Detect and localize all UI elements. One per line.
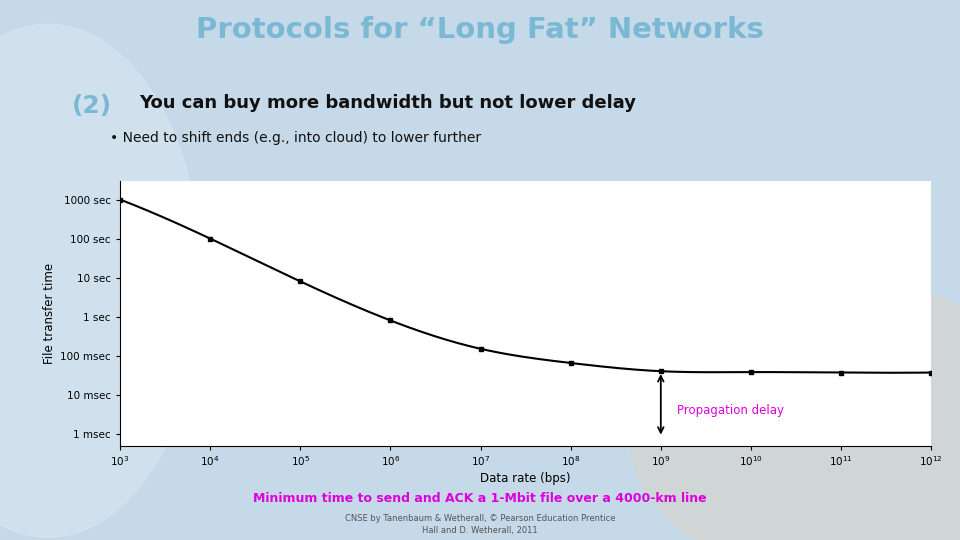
Y-axis label: File transfer time: File transfer time xyxy=(43,262,57,364)
Text: • Need to shift ends (e.g., into cloud) to lower further: • Need to shift ends (e.g., into cloud) … xyxy=(110,131,482,145)
Text: Propagation delay: Propagation delay xyxy=(677,404,783,417)
X-axis label: Data rate (bps): Data rate (bps) xyxy=(480,472,571,485)
Ellipse shape xyxy=(0,24,202,537)
Text: Protocols for “Long Fat” Networks: Protocols for “Long Fat” Networks xyxy=(196,16,764,44)
Text: CNSE by Tanenbaum & Wetherall, © Pearson Education Prentice: CNSE by Tanenbaum & Wetherall, © Pearson… xyxy=(345,514,615,523)
Text: Minimum time to send and ACK a 1-Mbit file over a 4000-km line: Minimum time to send and ACK a 1-Mbit fi… xyxy=(253,492,707,505)
Text: You can buy more bandwidth but not lower delay: You can buy more bandwidth but not lower… xyxy=(139,94,636,112)
Ellipse shape xyxy=(629,284,960,540)
Text: Hall and D. Wetherall, 2011: Hall and D. Wetherall, 2011 xyxy=(422,526,538,536)
Text: (2): (2) xyxy=(72,94,112,118)
